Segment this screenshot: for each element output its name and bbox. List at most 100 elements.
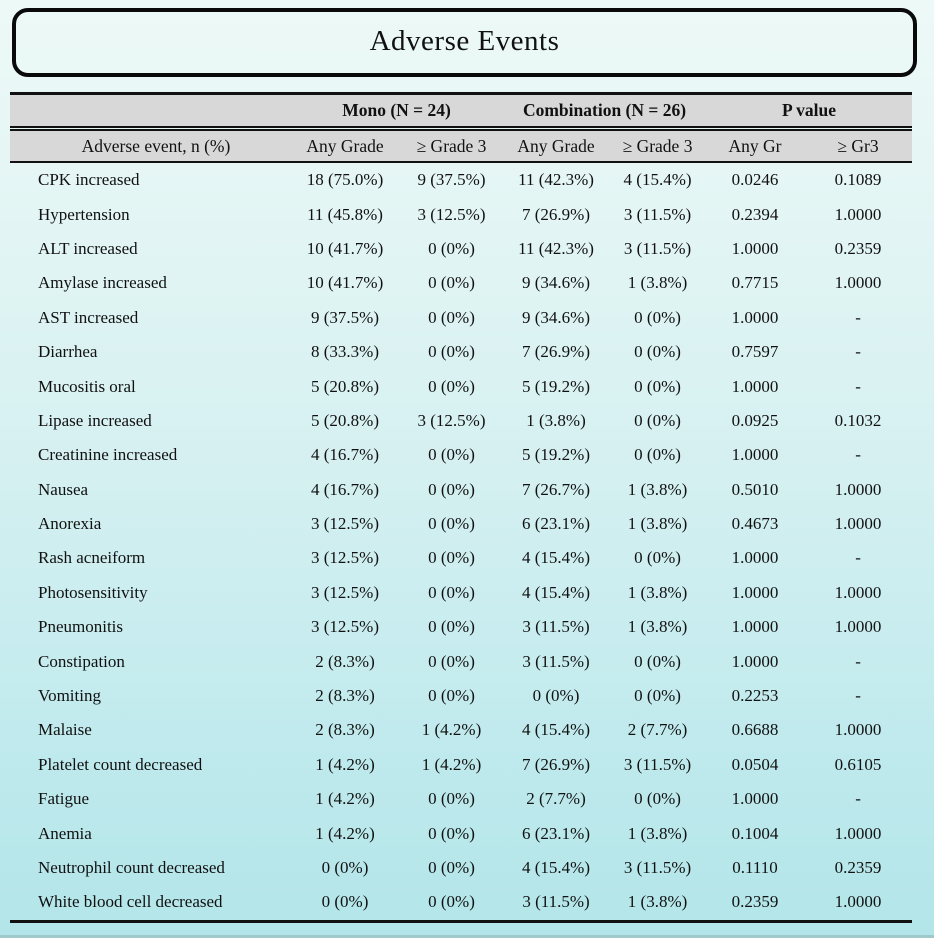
adverse-event-name: Creatinine increased xyxy=(38,445,178,465)
table-cell: 4 (15.4%) xyxy=(522,720,590,740)
adverse-event-name: White blood cell decreased xyxy=(38,892,223,912)
table-cell: 1.0000 xyxy=(731,651,779,671)
table-row: Mucositis oral 5 (20.8%) 0 (0%) 5 (19.2%) 0 … xyxy=(10,369,912,403)
table-cell: 0.0504 xyxy=(731,754,779,774)
table-cell: 1.0000 xyxy=(834,582,882,602)
table-cell: 1.0000 xyxy=(731,307,779,327)
table-cell: 10 (41.7%) xyxy=(306,273,384,293)
table-cell: 5 (19.2%) xyxy=(522,445,590,465)
table-row: Pneumonitis 3 (12.5%) 0 (0%) 3 (11.5%) 1 (3.… xyxy=(10,610,912,644)
table-cell: 0.1032 xyxy=(834,410,882,430)
table-cell: 0 (0%) xyxy=(634,789,681,809)
table-cell: 7 (26.7%) xyxy=(522,479,590,499)
table-cell: - xyxy=(855,686,861,706)
table-row: Diarrhea 8 (33.3%) 0 (0%) 7 (26.9%) 0 (0%) 0.… xyxy=(10,335,912,369)
table-cell: 0 (0%) xyxy=(428,479,475,499)
table-cell: 9 (37.5%) xyxy=(417,170,486,190)
table-cell: 6 (23.1%) xyxy=(522,823,590,843)
table-cell: 5 (20.8%) xyxy=(311,376,379,396)
adverse-event-name: Malaise xyxy=(38,720,92,740)
column-header-mono-grade3: ≥ Grade 3 xyxy=(400,128,504,163)
table-cell: 1.0000 xyxy=(731,789,779,809)
table-cell: 0 (0%) xyxy=(428,651,475,671)
table-cell: 3 (11.5%) xyxy=(623,204,692,224)
table-row: White blood cell decreased 0 (0%) 0 (0%) 3 … xyxy=(10,885,912,921)
table-cell: 4 (16.7%) xyxy=(311,479,379,499)
table-cell: 11 (42.3%) xyxy=(518,170,594,190)
table-cell: 1.0000 xyxy=(834,479,882,499)
group-header-mono: Mono (N = 24) xyxy=(290,93,504,131)
table-cell: 0 (0%) xyxy=(634,686,681,706)
table-cell: 3 (11.5%) xyxy=(623,238,692,258)
table-cell: 3 (12.5%) xyxy=(417,204,486,224)
table-cell: 2 (8.3%) xyxy=(315,720,375,740)
group-header-row: Mono (N = 24) Combination (N = 26) P val… xyxy=(10,93,913,131)
adverse-event-name: ALT increased xyxy=(38,238,138,258)
table-row: Nausea 4 (16.7%) 0 (0%) 7 (26.7%) 1 (3.8%) 0.… xyxy=(10,473,912,507)
table-cell: 1 (3.8%) xyxy=(627,273,688,293)
table-cell: 3 (12.5%) xyxy=(311,582,379,602)
group-header-empty xyxy=(10,93,290,131)
table-cell: 3 (11.5%) xyxy=(522,651,590,671)
table-cell: 0.1004 xyxy=(731,823,779,843)
table-cell: 0.2253 xyxy=(731,686,779,706)
table-cell: 1.0000 xyxy=(834,720,882,740)
table-cell: 1 (4.2%) xyxy=(315,823,375,843)
table-cell: 0 (0%) xyxy=(428,514,475,534)
table-cell: 3 (11.5%) xyxy=(623,858,692,877)
table-cell: 0.2359 xyxy=(834,238,882,258)
table-cell: 3 (12.5%) xyxy=(311,514,379,534)
page-title: Adverse Events xyxy=(369,25,560,57)
table-cell: 1 (4.2%) xyxy=(315,789,375,809)
table-cell: 3 (11.5%) xyxy=(522,617,590,637)
table-cell: 1.0000 xyxy=(834,892,882,912)
table-cell: 1 (4.2%) xyxy=(421,720,482,740)
table-cell: 0 (0%) xyxy=(428,342,475,362)
table-cell: 1.0000 xyxy=(731,445,779,465)
table-cell: 1.0000 xyxy=(834,823,882,843)
table-row: CPK increased 18 (75.0%) 9 (37.5%) 11 (42.3… xyxy=(10,162,912,197)
table-cell: 4 (15.4%) xyxy=(522,548,590,568)
adverse-event-name: Hypertension xyxy=(38,204,130,224)
table-cell: 9 (34.6%) xyxy=(522,307,590,327)
adverse-event-name: Photosensitivity xyxy=(38,582,148,602)
table-cell: 0 (0%) xyxy=(428,548,475,568)
table-cell: 8 (33.3%) xyxy=(311,342,379,362)
table-cell: 0.2359 xyxy=(731,892,779,912)
adverse-event-name: Constipation xyxy=(38,651,125,671)
table-row: Rash acneiform 3 (12.5%) 0 (0%) 4 (15.4%) 0 … xyxy=(10,541,912,575)
table-cell: 0.2394 xyxy=(731,204,779,224)
table-cell: 1 (3.8%) xyxy=(627,582,688,602)
column-header-pvalue-any-grade: Any Gr xyxy=(706,128,805,163)
table-cell: 10 (41.7%) xyxy=(306,238,384,258)
table-cell: 1 (3.8%) xyxy=(627,479,688,499)
table-cell: 0.1110 xyxy=(732,858,778,877)
table-row: Hypertension 11 (45.8%) 3 (12.5%) 7 (26.9%)… xyxy=(10,197,912,231)
table-cell: 0 (0%) xyxy=(634,342,681,362)
table-cell: 1.0000 xyxy=(834,514,882,534)
table-cell: 1.0000 xyxy=(834,617,882,637)
table-row: Creatinine increased 4 (16.7%) 0 (0%) 5 (19… xyxy=(10,438,912,472)
table-cell: - xyxy=(855,789,861,809)
table-row: Anorexia 3 (12.5%) 0 (0%) 6 (23.1%) 1 (3.8%)… xyxy=(10,507,912,541)
adverse-event-name: Anorexia xyxy=(38,514,102,534)
table-cell: - xyxy=(855,342,861,362)
table-cell: 9 (37.5%) xyxy=(311,307,379,327)
title-box: Adverse Events xyxy=(12,8,917,77)
table-cell: 0 (0%) xyxy=(428,445,475,465)
table-cell: 0 (0%) xyxy=(428,858,475,877)
adverse-event-name: Anemia xyxy=(38,823,92,843)
table-cell: 0 (0%) xyxy=(634,410,681,430)
column-header-combination-any-grade: Any Grade xyxy=(503,128,610,163)
adverse-events-table: Mono (N = 24) Combination (N = 26) P val… xyxy=(10,92,913,923)
table-cell: 0 (0%) xyxy=(634,376,681,396)
table-cell: 0 (0%) xyxy=(428,686,475,706)
table-cell: 0 (0%) xyxy=(428,238,475,258)
table-cell: 1.0000 xyxy=(834,273,882,293)
table-header: Mono (N = 24) Combination (N = 26) P val… xyxy=(10,93,913,163)
table-row: Fatigue 1 (4.2%) 0 (0%) 2 (7.7%) 0 (0%) 1.000… xyxy=(10,782,912,816)
table-cell: 0 (0%) xyxy=(634,651,681,671)
group-header-combination: Combination (N = 26) xyxy=(503,93,707,131)
table-cell: 4 (16.7%) xyxy=(311,445,379,465)
